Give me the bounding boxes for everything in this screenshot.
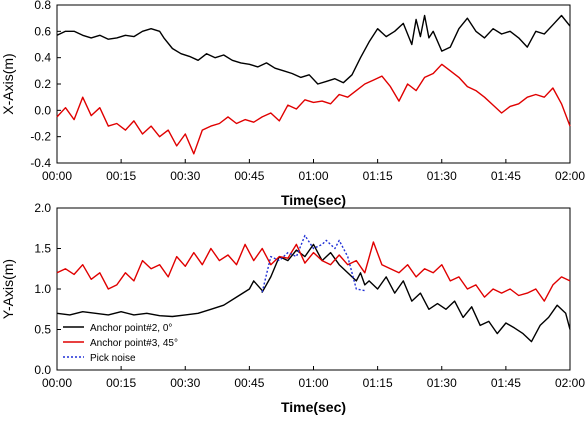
y-axis-label: Y-Axis(m) bbox=[0, 259, 16, 319]
x-tick-label: 00:30 bbox=[170, 169, 200, 183]
x-tick-label: 01:30 bbox=[427, 169, 457, 183]
x-tick-label: 01:00 bbox=[298, 376, 328, 390]
x-tick-label: 00:15 bbox=[106, 376, 136, 390]
y-axis-chart: 00:00 00:15 00:30 00:45 01:00 01:15 01:30 01:45… bbox=[0, 201, 585, 415]
x-tick-label: 00:15 bbox=[106, 169, 136, 183]
series-line-anchor2 bbox=[56, 243, 571, 343]
x-tick-label: 00:00 bbox=[42, 376, 72, 390]
y-tick-label: -0.2 bbox=[30, 130, 51, 144]
x-tick-label: 01:30 bbox=[427, 376, 457, 390]
y-tick-label: 0.2 bbox=[34, 77, 51, 91]
y-tick-label: 0.4 bbox=[34, 51, 51, 65]
x-tick-label: 02:00 bbox=[555, 376, 585, 390]
y-tick-label: 0.0 bbox=[34, 363, 51, 377]
y-tick-label: 1.5 bbox=[34, 242, 51, 256]
x-axis-label: Time(sec) bbox=[281, 399, 346, 415]
legend-label-anchor3: Anchor point#3, 45° bbox=[90, 338, 178, 349]
x-tick-label: 01:45 bbox=[491, 169, 521, 183]
x-tick-label: 01:45 bbox=[491, 376, 521, 390]
y-tick-label: 0.8 bbox=[34, 0, 51, 12]
legend-label-noise: Pick noise bbox=[90, 353, 136, 364]
x-tick-label: 02:00 bbox=[555, 169, 585, 183]
x-tick-label: 00:30 bbox=[170, 376, 200, 390]
y-tick-label: 0.5 bbox=[34, 323, 51, 337]
x-tick-label: 01:15 bbox=[363, 376, 393, 390]
x-tick-label: 00:45 bbox=[234, 169, 264, 183]
y-tick-label: 0.6 bbox=[34, 24, 51, 38]
legend-label-anchor2: Anchor point#2, 0° bbox=[90, 323, 172, 334]
x-tick-label: 00:00 bbox=[42, 169, 72, 183]
x-tick-label: 01:15 bbox=[363, 169, 393, 183]
legend: Anchor point#2, 0° Anchor point#3, 45° P… bbox=[63, 323, 178, 364]
series-line-anchor2 bbox=[56, 14, 571, 85]
y-axis-label: X-Axis(m) bbox=[0, 53, 16, 114]
series-line-anchor3 bbox=[56, 241, 571, 302]
y-tick-label: -0.4 bbox=[30, 156, 51, 170]
y-tick-label: 0.0 bbox=[34, 103, 51, 117]
series-line-noise bbox=[261, 234, 365, 293]
x-tick-label: 01:00 bbox=[298, 169, 328, 183]
x-axis-label: Time(sec) bbox=[281, 192, 346, 208]
y-tick-label: 1.0 bbox=[34, 282, 51, 296]
x-axis-chart: 00:00 00:15 00:30 00:45 01:00 01:15 01:30 01:45… bbox=[0, 0, 585, 208]
x-tick-label: 00:45 bbox=[234, 376, 264, 390]
series-line-anchor3 bbox=[56, 63, 571, 155]
y-tick-label: 2.0 bbox=[34, 201, 51, 215]
